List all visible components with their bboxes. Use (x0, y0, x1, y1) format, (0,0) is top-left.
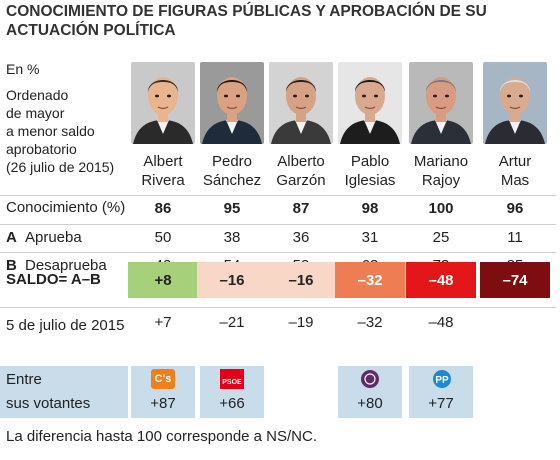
cell-prev: +7 (154, 314, 172, 331)
politician-name: Alberto Garzón (264, 152, 338, 190)
party-logo-3 (360, 369, 380, 389)
party-logo-0: C's (151, 369, 175, 389)
name-first: Pedro (211, 153, 253, 170)
photo-1 (200, 62, 264, 144)
name-first: Artur (498, 153, 532, 170)
page-title: CONOCIMIENTO DE FIGURAS PÚBLICAS Y APROB… (6, 3, 487, 39)
cell-prev: –48 (428, 314, 454, 331)
name-last: Garzón (276, 172, 326, 189)
name-first: Albert (143, 153, 183, 170)
cell-voters: +80 (357, 395, 383, 412)
politician-name: Albert Rivera (126, 152, 200, 190)
saldo-badge: –16 (197, 262, 267, 298)
name-last: Rajoy (421, 172, 461, 189)
politician-name: Pedro Sánchez (195, 152, 269, 190)
row-label-voters-2: sus votantes (6, 395, 91, 412)
photo-3 (338, 62, 402, 144)
saldo-badge: –48 (406, 262, 476, 298)
cell-conocimiento: 87 (292, 200, 310, 217)
saldo-badge: +8 (128, 262, 198, 298)
cell-voters: +66 (219, 395, 245, 412)
name-last: Rivera (141, 172, 185, 189)
saldo-badge: –16 (266, 262, 336, 298)
cell-aprueba: 11 (507, 229, 523, 246)
photo-2 (269, 62, 333, 144)
cell-conocimiento: 95 (223, 200, 241, 217)
cell-conocimiento: 86 (154, 200, 172, 217)
party-logo-1: PSOE (220, 369, 244, 389)
name-last: Iglesias (344, 172, 396, 189)
row-label-prev-date: 5 de julio de 2015 (6, 317, 125, 334)
cell-prev: –21 (219, 314, 245, 331)
row-label-conocimiento: Conocimiento (%) (6, 199, 126, 216)
divider (0, 195, 556, 196)
name-last: Sánchez (202, 172, 262, 189)
voters-label-box (0, 366, 128, 418)
svg-text:PP: PP (435, 375, 449, 386)
cell-prev: –19 (288, 314, 314, 331)
row-label-voters-1: Entre (6, 371, 42, 388)
photo-0 (131, 62, 195, 144)
photo-4 (409, 62, 473, 144)
row-label-desaprueba: Desaprueba (25, 257, 107, 274)
cell-aprueba: 50 (154, 229, 172, 246)
divider (0, 252, 556, 253)
footnote: La diferencia hasta 100 corresponde a NS… (6, 428, 318, 445)
cell-voters: +77 (428, 395, 454, 412)
row-letter-b: B (6, 257, 17, 274)
saldo-badge: –74 (480, 262, 550, 298)
name-first: Mariano (413, 153, 469, 170)
row-letter-a: A (6, 229, 17, 246)
saldo-badge: –32 (335, 262, 405, 298)
photo-5 (483, 62, 547, 144)
party-logo-4: PP (431, 369, 453, 389)
divider (0, 224, 556, 225)
cell-aprueba: 38 (223, 229, 241, 246)
unit-note: En % (6, 61, 40, 77)
politician-name: Artur Mas (478, 152, 552, 190)
cell-voters: +87 (150, 395, 176, 412)
row-label-aprueba: Aprueba (25, 229, 82, 246)
politician-name: Pablo Iglesias (333, 152, 407, 190)
cell-aprueba: 36 (292, 229, 310, 246)
divider (0, 307, 556, 308)
cell-conocimiento: 96 (506, 200, 524, 217)
name-first: Pablo (350, 153, 390, 170)
politician-name: Mariano Rajoy (404, 152, 478, 190)
name-first: Alberto (277, 153, 325, 170)
cell-aprueba: 31 (361, 229, 379, 246)
order-note: Ordenado de mayor a menor saldo aprobato… (6, 87, 115, 175)
cell-prev: –32 (357, 314, 383, 331)
name-last: Mas (500, 172, 530, 189)
cell-conocimiento: 100 (428, 200, 454, 217)
row-label-saldo: SALDO= A–B (6, 271, 101, 288)
cell-aprueba: 25 (432, 229, 450, 246)
cell-conocimiento: 98 (361, 200, 379, 217)
